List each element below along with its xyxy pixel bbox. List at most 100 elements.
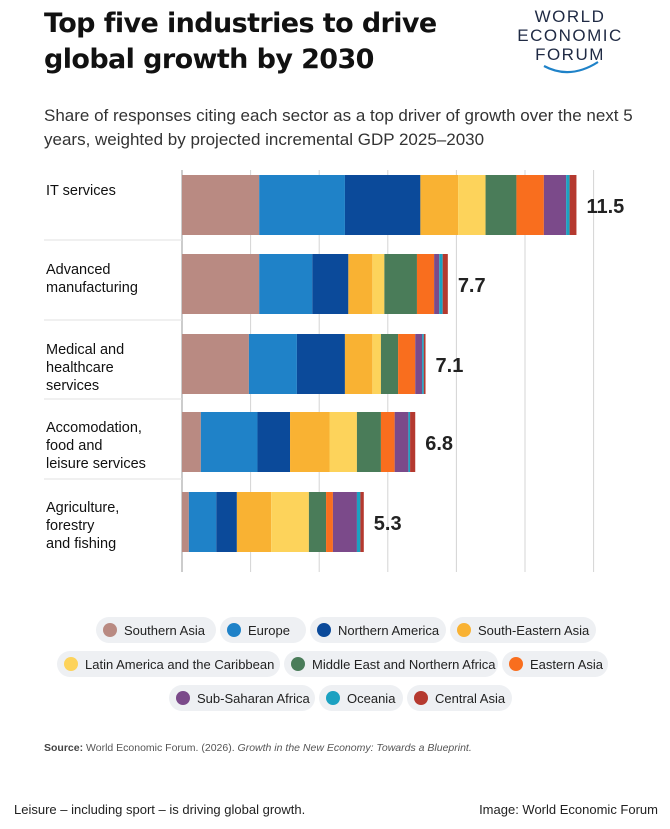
bar-segment (394, 412, 409, 472)
source-note: Source: World Economic Forum. (2026). Gr… (44, 742, 472, 754)
category-label: IT services (46, 183, 116, 199)
bar-segment (308, 492, 327, 552)
bar-segment (248, 334, 297, 394)
bar-segment (434, 254, 440, 314)
bar-segment (344, 334, 373, 394)
bar-segment (296, 334, 345, 394)
bar-segment (259, 254, 313, 314)
bar-group (182, 492, 364, 552)
bar-segment (398, 334, 416, 394)
chart-card: Top five industries to drive global grow… (44, 8, 633, 754)
total-label: 7.7 (458, 275, 486, 297)
legend-swatch (64, 657, 78, 671)
category-label: Medical and healthcare services (46, 342, 125, 394)
source-text: World Economic Forum. (2026). (86, 742, 235, 754)
bar-segment (271, 492, 309, 552)
legend-item: South-Eastern Asia (450, 617, 596, 643)
total-label: 5.3 (374, 513, 402, 535)
bar-segment (372, 334, 381, 394)
total-label: 11.5 (586, 196, 624, 218)
legend-label: South-Eastern Asia (478, 622, 590, 638)
source-label: Source: (44, 742, 84, 754)
logo-arc-icon (543, 61, 599, 74)
bar-segment (569, 175, 577, 235)
bar-segment (416, 254, 435, 314)
legend-swatch (509, 657, 523, 671)
bar-segment (216, 492, 237, 552)
bar-segment (188, 492, 217, 552)
bar-segment (415, 334, 423, 394)
legend-label: Europe (248, 622, 290, 638)
bar-segment (182, 175, 260, 235)
chart-title: Top five industries to drive global grow… (44, 8, 437, 75)
legend-swatch (317, 623, 331, 637)
bar-segment (410, 412, 416, 472)
category-label: Accomodation, food and leisure services (46, 420, 146, 472)
legend-item: Southern Asia (96, 617, 216, 643)
legend-label: Eastern Asia (530, 656, 603, 672)
bar-segment (380, 334, 399, 394)
bar-segment (344, 175, 421, 235)
source-title: Growth in the New Economy: Towards a Blu… (237, 742, 472, 754)
legend-label: Oceania (347, 690, 396, 706)
bar-segment (458, 175, 486, 235)
bar-segment (372, 254, 385, 314)
bar-group (182, 412, 416, 472)
chart-subtitle: Share of responses citing each sector as… (44, 106, 633, 149)
bar-segment (439, 254, 443, 314)
stacked-bar-chart: 11.5 7.7 7.1 6.8 5.3 (44, 170, 624, 572)
bar-segment (259, 175, 345, 235)
bar-segment (182, 254, 260, 314)
bar-segment (356, 412, 381, 472)
bar-segment (348, 254, 373, 314)
legend-label: Central Asia (435, 690, 506, 706)
bar-segment (408, 412, 411, 472)
logo-line-economic: ECONOMIC (517, 26, 623, 45)
legend-label: Northern America (338, 622, 440, 638)
legend-item: Europe (220, 617, 306, 643)
bar-segment (516, 175, 544, 235)
bar-segment (485, 175, 517, 235)
legend-swatch (326, 691, 340, 705)
legend-label: Latin America and the Caribbean (85, 656, 275, 672)
legend-swatch (103, 623, 117, 637)
legend-swatch (291, 657, 305, 671)
legend-swatch (414, 691, 428, 705)
bar-segment (380, 412, 395, 472)
legend-item: Central Asia (407, 685, 512, 711)
bar-segment (200, 412, 258, 472)
bar-segment (290, 412, 330, 472)
bar-segment (356, 492, 361, 552)
logo-line-world: WORLD (534, 7, 606, 26)
wef-logo: WORLD ECONOMIC FORUM (508, 8, 632, 86)
bar-group (182, 175, 577, 235)
bar-segment (360, 492, 364, 552)
legend-label: Middle East and Northern Africa (312, 656, 496, 672)
total-label: 6.8 (425, 433, 453, 455)
legend-swatch (227, 623, 241, 637)
category-label: Advanced manufacturing (46, 262, 138, 296)
total-label: 7.1 (436, 355, 464, 377)
bar-segment (543, 175, 567, 235)
bar-segment (420, 175, 459, 235)
bar-segment (329, 412, 357, 472)
bar-segment (182, 412, 201, 472)
bar-segment (326, 492, 333, 552)
legend-label: Southern Asia (124, 622, 205, 638)
legend-swatch (457, 623, 471, 637)
legend-item: Eastern Asia (502, 651, 608, 677)
legend-swatch (176, 691, 190, 705)
logo-line-forum: FORUM (535, 45, 605, 64)
legend-item: Latin America and the Caribbean (57, 651, 280, 677)
bar-segment (257, 412, 291, 472)
legend-label: Sub-Saharan Africa (197, 690, 310, 706)
legend-item: Oceania (319, 685, 403, 711)
bar-segment (182, 492, 189, 552)
bar-segment (566, 175, 570, 235)
bar-segment (384, 254, 417, 314)
legend-item: Middle East and Northern Africa (284, 651, 498, 677)
bar-segment (442, 254, 448, 314)
legend-item: Sub-Saharan Africa (169, 685, 315, 711)
image-caption: Leisure – including sport – is driving g… (14, 802, 306, 817)
bar-segment (236, 492, 272, 552)
